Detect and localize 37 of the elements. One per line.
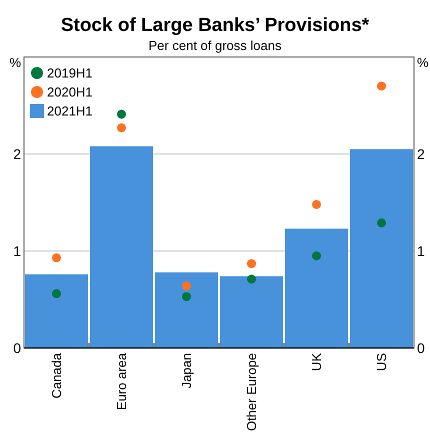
x-tick-label: Canada <box>49 352 64 399</box>
y-tick-label: 0 <box>13 340 22 356</box>
x-tick-label: Euro area <box>114 352 130 410</box>
point <box>247 259 256 268</box>
bar <box>220 276 284 348</box>
point <box>182 292 191 302</box>
point <box>377 218 386 228</box>
legend-label: 2021H1 <box>47 104 93 119</box>
y-tick-label: 2 <box>13 146 22 162</box>
point <box>52 253 61 262</box>
point <box>377 82 386 91</box>
point <box>247 274 256 284</box>
y2-tick-label: 0 <box>417 340 425 356</box>
bar <box>284 228 348 348</box>
bar <box>350 149 414 348</box>
y-axis-title: % <box>9 55 22 70</box>
chart-title: Stock of Large Banks’ Provisions* <box>60 15 370 36</box>
bar <box>154 272 218 348</box>
legend-label: 2019H1 <box>47 66 93 81</box>
bar <box>90 146 154 348</box>
chart-subtitle: Per cent of gross loans <box>148 38 282 53</box>
point <box>117 110 126 119</box>
x-tick-label: UK <box>309 352 324 372</box>
y2-tick-label: 2 <box>417 146 425 162</box>
y-tick-label: 1 <box>13 242 22 259</box>
y2-axis-title: % <box>417 55 429 70</box>
point <box>117 123 126 132</box>
x-tick-label: Japan <box>179 353 194 388</box>
point <box>312 251 321 260</box>
point <box>312 200 321 209</box>
x-tick-label: Other Europe <box>244 353 260 432</box>
point <box>52 289 61 298</box>
bar <box>24 274 88 348</box>
x-tick-label: US <box>374 352 390 372</box>
point <box>182 281 191 290</box>
legend-label: 2020H1 <box>47 84 93 100</box>
y2-tick-label: 1 <box>417 242 425 259</box>
